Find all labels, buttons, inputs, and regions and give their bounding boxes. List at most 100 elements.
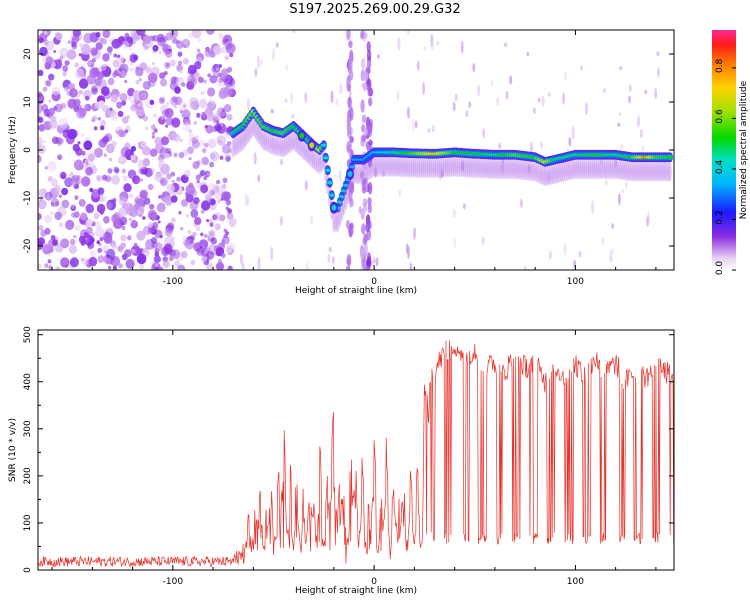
noise-blob [89,250,96,257]
noise-streak [285,64,289,71]
ridge-halo [502,159,507,180]
noise-blob [67,128,77,140]
noise-blob [230,222,236,229]
ridge-outlier-core [309,142,315,149]
noise-blob [48,73,55,81]
noise-streak [526,51,530,57]
noise-blob [38,69,44,77]
ridge-halo [293,132,298,153]
noise-blob [223,132,230,139]
noise-blob [116,101,123,109]
ridge-halo [319,152,324,172]
noise-blob [135,80,140,85]
ridge-halo [541,165,546,186]
ridge-outlier-core [331,204,337,211]
ridge-halo [241,130,246,151]
noise-blob [185,214,190,218]
noise-blob [213,45,222,55]
noise-blob [97,255,105,263]
noise-blob [112,265,117,270]
noise-blob [69,257,79,268]
noise-blob [110,112,119,122]
noise-smear [367,197,372,206]
noise-streak [617,193,621,206]
noise-streak [412,119,416,133]
noise-blob [101,86,110,96]
spectrogram-noise [38,30,667,270]
ridge-halo [273,135,278,156]
noise-blob [165,200,170,206]
noise-streak [305,262,309,270]
ridge-halo [291,130,296,151]
noise-blob [204,142,209,148]
noise-blob [212,214,218,221]
noise-blob [200,254,208,263]
noise-blob [121,168,127,174]
ridge-halo [549,165,554,185]
noise-blob [109,107,113,112]
noise-smear [360,226,366,233]
noise-streak [628,84,632,92]
noise-blob [46,160,57,172]
noise-blob [150,124,156,130]
noise-blob [164,61,171,69]
noise-blob [111,243,118,250]
ridge-halo [553,164,558,184]
ridge-halo [603,159,608,180]
noise-blob [98,37,104,43]
noise-blob [207,73,211,78]
noise-streak [537,97,541,103]
ridge-halo [438,157,443,178]
noise-blob [74,224,81,232]
noise-blob [85,95,90,101]
noise-blob [128,218,132,221]
noise-blob [74,195,79,200]
noise-blob [201,111,206,117]
noise-blob [139,91,147,100]
ridge-halo [257,124,262,145]
noise-blob [122,116,129,124]
noise-blob [123,183,132,193]
noise-blob [201,200,211,211]
noise-blob [138,213,143,218]
noise-blob [130,100,135,105]
noise-blob [67,83,74,90]
noise-blob [196,160,201,166]
noise-blob [219,155,224,160]
noise-blob [128,193,134,199]
ridge-halo [235,134,240,155]
noise-blob [39,198,43,202]
noise-blob [111,213,120,224]
noise-blob [127,96,132,101]
noise-streak [330,90,334,104]
noise-blob [138,77,142,82]
noise-streak [328,246,332,253]
noise-blob [59,171,67,180]
ridge-halo [275,136,280,157]
noise-streak [563,242,567,256]
noise-blob [199,248,205,254]
noise-smear [362,82,368,91]
noise-blob [50,197,60,208]
ridge-halo [625,161,630,181]
ridge-halo [555,163,560,184]
ridge-halo [335,212,340,232]
noise-blob [210,199,216,206]
noise-blob [185,184,196,196]
ridge-halo [645,161,650,182]
noise-smear [361,114,367,124]
noise-smear [367,203,372,214]
noise-blob [61,126,66,131]
noise-blob [165,32,173,41]
ridge-halo [267,133,272,154]
ridge-blob [320,143,327,147]
noise-blob [198,76,204,84]
ridge-halo [478,158,483,179]
noise-blob [45,40,55,51]
noise-blob [102,135,110,143]
ridge-halo [663,161,668,182]
noise-blob [107,46,113,53]
noise-blob [214,212,223,222]
ridge-halo [517,159,521,180]
noise-streak [563,71,567,82]
